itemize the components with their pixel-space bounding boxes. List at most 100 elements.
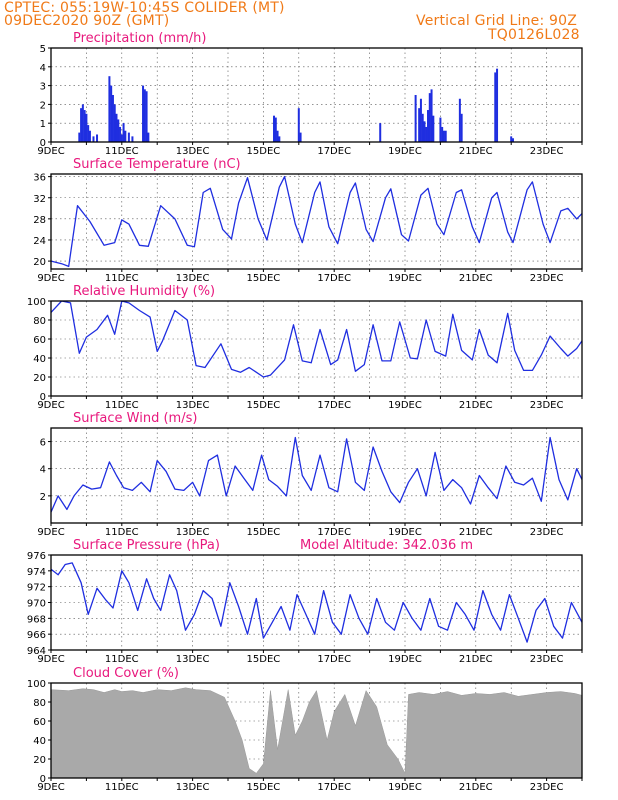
panel-frame [50,682,583,779]
precip-bar [297,108,300,142]
panel-2: 20 24 28 32 36 9DEC 11DEC 13DEC 15DEC 17DEC 19DEC 2… [33,157,583,284]
y-tick-label: 4 [40,63,46,74]
x-tick-label: 23DEC [530,273,564,284]
x-tick-label: 19DEC [388,782,422,793]
precip-bar [127,132,130,142]
precip-bar [442,130,445,142]
panel-5: 964 966 968 970 972 974 976 9DEC 11DEC 13DEC 15DEC… [27,538,583,665]
precip-bar [92,136,95,142]
precip-bar [78,132,81,142]
y-tick-label: 28 [33,215,46,226]
x-tick-label: 11DEC [105,146,139,157]
y-tick-label: 2 [40,100,46,111]
y-tick-label: 36 [33,173,46,184]
precip-bar [143,89,146,142]
y-tick-label: 976 [27,551,46,562]
model-altitude-label: Model Altitude: 342.036 m [300,538,473,553]
y-tick-label: 20 [33,257,46,268]
precip-bar [427,110,430,142]
x-tick-label: 17DEC [317,527,351,538]
x-tick-label: 15DEC [247,782,281,793]
y-tick-label: 0 [40,774,46,785]
y-tick-label: 0 [40,392,46,403]
y-tick-label: 20 [33,755,46,766]
precip-bar [120,134,123,142]
precip-bar [85,113,88,142]
x-tick-label: 21DEC [459,527,493,538]
x-tick-label: 9DEC [37,527,64,538]
precip-bar [96,134,99,142]
x-tick-label: 11DEC [105,273,139,284]
panel-frame [50,173,583,270]
x-tick-label: 19DEC [388,273,422,284]
precip-bar [496,68,499,142]
x-tick-label: 15DEC [247,146,281,157]
x-tick-label: 11DEC [105,654,139,665]
panel-title: Relative Humidity (%) [73,284,215,299]
y-tick-label: 6 [40,438,46,449]
y-tick-label: 966 [27,630,46,641]
panel-title: Surface Temperature (nC) [73,157,241,172]
series-line [51,562,582,643]
y-tick-label: 40 [33,354,46,365]
precip-bar [81,104,84,142]
x-tick-label: 23DEC [530,782,564,793]
precip-bar [108,76,111,142]
x-tick-label: 23DEC [530,527,564,538]
x-tick-label: 9DEC [37,782,64,793]
precip-bar [117,119,120,142]
x-tick-label: 17DEC [317,654,351,665]
x-tick-label: 13DEC [176,782,210,793]
y-tick-label: 60 [33,717,46,728]
run-date-header: 09DEC2020 90Z (GMT) [4,13,170,29]
x-tick-label: 19DEC [388,146,422,157]
panel-title: Surface Wind (m/s) [73,411,197,426]
x-tick-label: 21DEC [459,146,493,157]
precip-bar [421,113,424,142]
x-tick-label: 23DEC [530,654,564,665]
precip-bar [414,95,417,142]
station-header: CPTEC: 055:19W-10:45S COLIDER (MT) [4,0,285,16]
precip-bar [274,117,277,142]
precip-bar [110,85,113,142]
panel-frame [50,47,583,143]
x-tick-label: 13DEC [176,400,210,411]
y-tick-label: 60 [33,335,46,346]
y-tick-label: 4 [40,465,46,476]
precip-bar [460,113,463,142]
panel-1: 0 1 2 3 4 5 9DEC 11DEC 13DEC 15DEC 17DEC 19DEC 21DEC… [37,31,583,157]
precip-bar [119,126,122,142]
panel-4: 2 4 6 9DEC 11DEC 13DEC 15DEC 17DEC 19DEC 21DEC 23D… [37,411,583,538]
x-tick-label: 21DEC [459,654,493,665]
x-tick-label: 19DEC [388,527,422,538]
x-tick-label: 13DEC [176,654,210,665]
precip-bar [428,93,431,142]
x-tick-label: 13DEC [176,146,210,157]
x-tick-label: 11DEC [105,527,139,538]
x-tick-label: 21DEC [459,400,493,411]
x-tick-label: 15DEC [247,273,281,284]
y-tick-label: 32 [33,194,46,205]
y-tick-label: 968 [27,614,46,625]
precip-bar [511,138,514,142]
y-tick-label: 100 [27,679,46,690]
precip-bar [124,130,127,142]
y-tick-label: 964 [27,646,46,657]
precip-bar [147,132,150,142]
y-tick-label: 972 [27,583,46,594]
x-tick-label: 13DEC [176,273,210,284]
panel-frame [50,300,583,397]
precip-bar [432,115,435,142]
precip-bar [83,110,86,142]
precip-bar [439,117,442,142]
precip-bar [418,108,421,142]
y-tick-label: 100 [27,297,46,308]
precip-bar [444,130,447,142]
y-tick-label: 2 [40,492,46,503]
precip-bar [299,132,302,142]
y-tick-label: 970 [27,599,46,610]
x-tick-label: 17DEC [317,782,351,793]
precip-bar [419,98,422,142]
precip-bar [122,123,125,142]
panel-title: Precipitation (mm/h) [73,31,206,46]
